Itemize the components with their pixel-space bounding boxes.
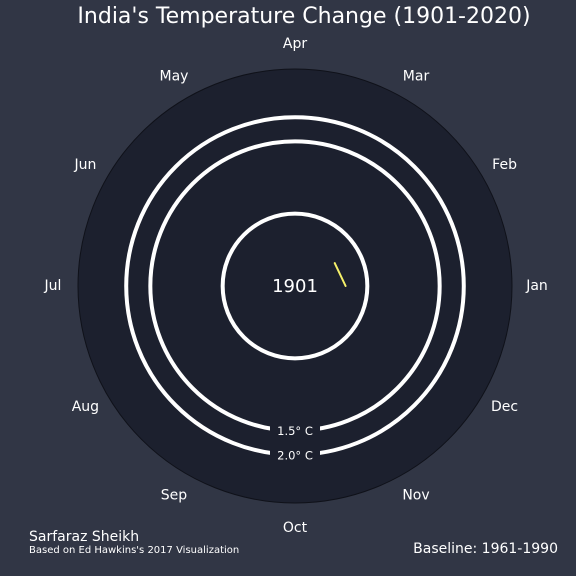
ring-label-bg-2 (270, 446, 320, 463)
chart-title: India's Temperature Change (1901-2020) (77, 4, 530, 29)
current-year-label: 1901 (272, 276, 318, 297)
temperature-spiral (333, 262, 347, 287)
temperature-rings: 1.5° C 2.0° C (124, 115, 466, 463)
month-label-jul: Jul (44, 278, 62, 294)
month-label-oct: Oct (283, 520, 308, 536)
ring-label-bg-1 (270, 422, 320, 439)
month-label-sep: Sep (161, 488, 188, 504)
month-label-dec: Dec (491, 399, 518, 415)
month-label-apr: Apr (283, 36, 307, 52)
ring-label-1: 1.5° C (277, 424, 313, 438)
source-credit: Based on Ed Hawkins's 2017 Visualization (29, 545, 239, 556)
month-labels: Jan Feb Mar Apr May Jun Jul Aug Sep Oct Nov Dec (44, 36, 548, 536)
month-label-aug: Aug (72, 399, 99, 415)
month-label-jun: Jun (73, 157, 96, 173)
month-label-nov: Nov (402, 488, 429, 504)
ring-0 (220, 211, 370, 361)
month-label-mar: Mar (403, 68, 430, 84)
month-label-may: May (160, 68, 189, 84)
month-label-jan: Jan (525, 278, 548, 294)
author-name: Sarfaraz Sheikh (29, 529, 139, 545)
series-line-0 (333, 262, 347, 287)
month-label-feb: Feb (492, 157, 517, 173)
baseline-label: Baseline: 1961-1990 (413, 541, 558, 557)
polar-plot-area (77, 68, 513, 504)
ring-label-2: 2.0° C (277, 448, 313, 462)
